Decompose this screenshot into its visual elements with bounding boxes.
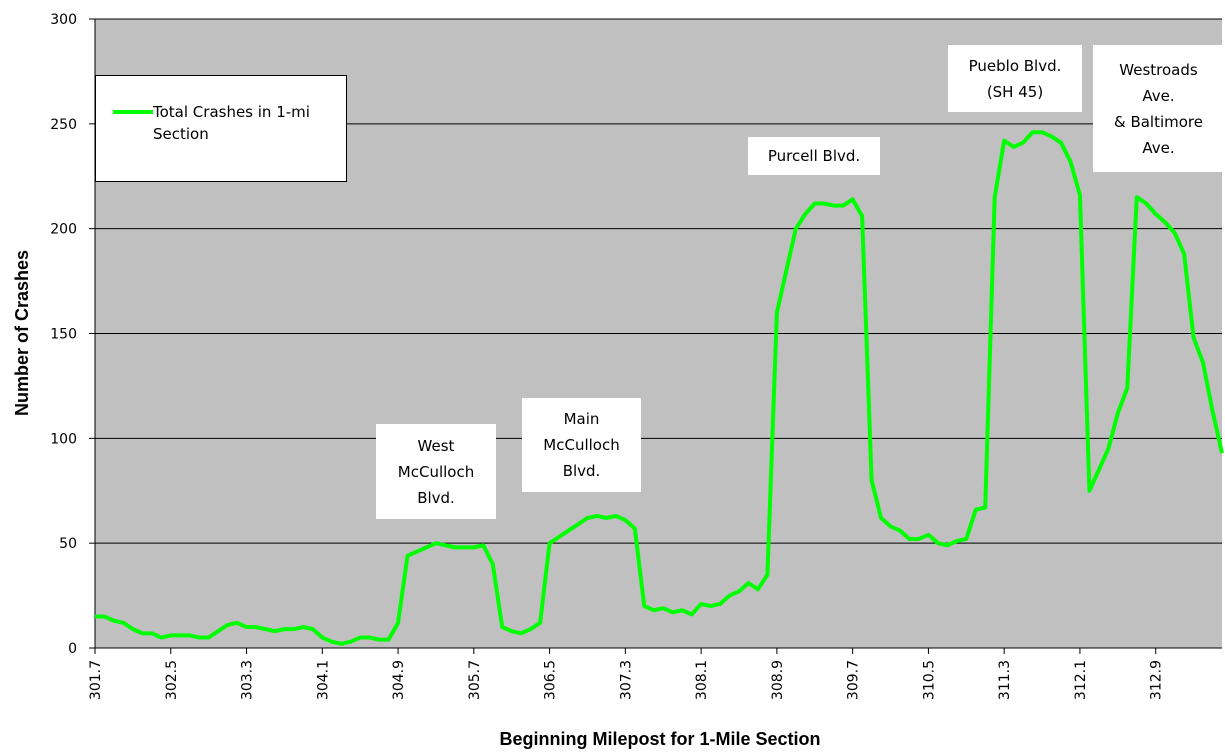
legend-label: Total Crashes in 1-mi Section — [153, 103, 310, 143]
x-tick-label: 303.3 — [240, 660, 256, 700]
y-tick-label: 250 — [50, 117, 77, 133]
annotation: Main McCulloch Blvd. — [522, 398, 641, 492]
annotation-line: McCulloch — [397, 462, 475, 481]
x-tick-label: 308.9 — [770, 660, 786, 700]
x-tick-label: 311.3 — [997, 660, 1013, 700]
y-tick-label: 300 — [50, 12, 77, 28]
annotation-line: Blvd. — [417, 488, 455, 507]
annotation-line: Westroads — [1119, 60, 1198, 79]
y-tick-label: 0 — [68, 641, 77, 657]
x-axis-title: Beginning Milepost for 1-Mile Section — [499, 729, 820, 749]
x-tick-label: 302.5 — [164, 660, 180, 700]
annotation-line: Ave. — [1142, 138, 1175, 157]
x-tick-label: 309.7 — [846, 660, 862, 700]
x-tick-label: 308.1 — [694, 660, 710, 700]
x-tick-label: 301.7 — [88, 660, 104, 700]
x-tick-label: 304.9 — [391, 660, 407, 700]
annotation-line: Blvd. — [562, 462, 601, 480]
x-tick-label: 304.1 — [315, 660, 331, 700]
annotation-line: & Baltimore — [1113, 112, 1204, 131]
annotation-line: Ave. — [1142, 86, 1175, 105]
x-tick-label: 312.1 — [1073, 660, 1089, 700]
legend: Total Crashes in 1-mi Section — [95, 75, 347, 182]
annotation: West McCulloch Blvd. — [376, 424, 496, 519]
annotation: Pueblo Blvd. (SH 45) — [948, 45, 1082, 112]
x-tick-label: 306.5 — [543, 660, 559, 700]
x-tick-label: 310.5 — [921, 660, 937, 700]
y-tick-label: 150 — [50, 327, 77, 343]
annotation-line: (SH 45) — [986, 82, 1044, 101]
y-axis-title: Number of Crashes — [12, 250, 32, 416]
y-tick-label: 100 — [50, 431, 77, 447]
x-tick-label: 307.3 — [618, 660, 634, 700]
x-tick-label: 305.7 — [467, 660, 483, 700]
legend-swatch — [113, 110, 153, 114]
annotation-line: Purcell Blvd. — [767, 147, 861, 165]
annotation-line: McCulloch — [543, 436, 620, 454]
x-tick-label: 312.9 — [1149, 660, 1165, 700]
annotation-line: Pueblo Blvd. — [968, 56, 1062, 75]
annotation: Westroads Ave. & Baltimore Ave. — [1093, 45, 1224, 172]
annotation-line: West — [417, 436, 455, 455]
annotation: Purcell Blvd. — [748, 137, 880, 175]
line-series — [95, 130, 1224, 646]
y-tick-label: 50 — [59, 536, 77, 552]
annotation-line: Main — [563, 410, 600, 428]
y-tick-label: 200 — [50, 222, 77, 238]
